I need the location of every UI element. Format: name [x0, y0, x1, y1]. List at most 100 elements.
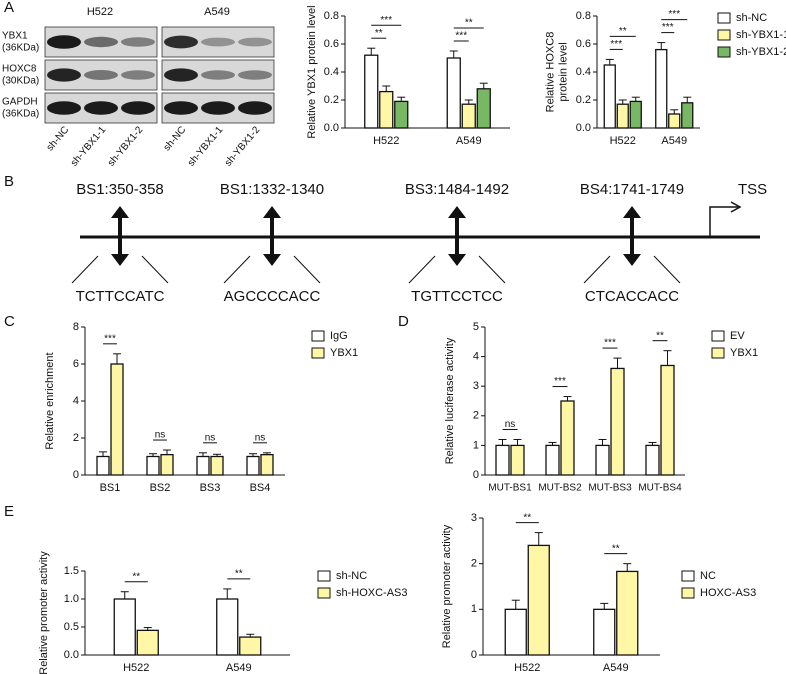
- legend-swatch: [717, 29, 731, 41]
- blot-band: [47, 68, 81, 82]
- y-tick-label: 5: [473, 321, 479, 333]
- row-label: (30KDa): [2, 76, 39, 87]
- significance-label: ***: [662, 22, 674, 33]
- x-tick-label: BS2: [150, 482, 171, 494]
- bar: [364, 54, 379, 129]
- significance-label: **: [132, 571, 140, 582]
- x-tick-label: BS1: [100, 482, 121, 494]
- y-axis-label: Relative HOXC8: [544, 32, 556, 113]
- y-tick-label: 0.2: [324, 94, 339, 106]
- bar: [246, 455, 260, 476]
- y-tick-label: 0.6: [324, 38, 339, 50]
- bar: [560, 400, 575, 476]
- blot-band: [121, 37, 155, 47]
- x-tick-label: BS3: [200, 482, 221, 494]
- bar: [260, 453, 274, 476]
- x-tick-label: H522: [610, 135, 636, 147]
- y-tick-label: 0: [471, 649, 477, 661]
- significance-label: ns: [205, 432, 216, 443]
- row-label: (36KDa): [2, 109, 39, 120]
- significance-label: **: [656, 330, 664, 341]
- panel-label: D: [398, 313, 409, 330]
- x-tick-label: MUT-BS1: [488, 483, 532, 494]
- site-sequence: CTCACCACC: [585, 288, 679, 305]
- y-tick-label: 1: [471, 603, 477, 615]
- y-axis-label: Relative promoter activity: [441, 524, 453, 648]
- x-tick-label: MUT-BS3: [588, 483, 632, 494]
- legend-swatch: [317, 570, 331, 582]
- blot-band: [238, 70, 272, 80]
- y-tick-label: 2: [471, 558, 477, 570]
- arrow-head: [111, 254, 129, 266]
- significance-label: ns: [155, 430, 166, 441]
- bar: [629, 100, 642, 129]
- legend-label: sh-NC: [336, 570, 367, 582]
- bar: [504, 608, 527, 656]
- site-line: [653, 255, 681, 284]
- legend-label: sh-HOXC-AS3: [336, 587, 408, 599]
- legend-label: IgG: [330, 330, 348, 342]
- blot-band: [121, 70, 155, 80]
- y-tick-label: 4: [73, 395, 79, 407]
- bar: [545, 444, 560, 476]
- blot-band: [201, 37, 235, 47]
- blot-band: [164, 35, 198, 49]
- site-label: BS4:1741-1749: [580, 181, 684, 198]
- lane-label: sh-NC: [45, 125, 72, 154]
- panel-label: C: [4, 313, 15, 330]
- y-tick-label: 1.5: [64, 565, 79, 577]
- legend-label: EV: [730, 330, 745, 342]
- bar: [595, 444, 610, 476]
- significance-label: ***: [455, 31, 467, 42]
- site-line: [223, 255, 251, 284]
- legend-label: YBX1: [730, 347, 758, 359]
- significance-label: **: [375, 28, 383, 39]
- significance-label: **: [619, 26, 627, 37]
- panel-label: B: [4, 173, 14, 190]
- lane-label: sh-YBX1-2: [223, 124, 263, 168]
- arrow-head: [263, 206, 281, 218]
- bar: [136, 629, 159, 656]
- blot-band: [84, 101, 118, 115]
- legend-swatch: [711, 330, 725, 342]
- bar: [113, 598, 136, 656]
- bar: [616, 570, 639, 656]
- site-sequence: AGCCCCACC: [224, 288, 321, 305]
- significance-label: **: [235, 569, 243, 580]
- bar: [96, 455, 110, 476]
- blot-band: [164, 68, 198, 82]
- y-tick-label: 0.4: [324, 66, 339, 78]
- bar: [160, 453, 174, 476]
- arrow-head: [623, 206, 641, 218]
- blot-band: [201, 101, 235, 115]
- significance-label: ***: [554, 376, 566, 387]
- row-label: HOXC8: [2, 64, 37, 75]
- significance-label: ns: [255, 432, 266, 443]
- y-tick-label: 0.0: [64, 649, 79, 661]
- bar: [216, 598, 239, 656]
- y-tick-label: 2: [73, 432, 79, 444]
- legend-swatch: [681, 587, 695, 599]
- y-tick-label: 0.6: [576, 38, 591, 50]
- bar: [210, 455, 224, 476]
- bar: [645, 444, 660, 476]
- tss-arrow-head: [730, 201, 742, 213]
- y-tick-label: 2: [473, 410, 479, 422]
- blot-band: [84, 36, 118, 48]
- arrow-head: [623, 254, 641, 266]
- legend-label: sh-YBX1-2: [736, 46, 786, 58]
- y-axis-label: Relative luciferase activity: [444, 337, 456, 464]
- site-line: [293, 255, 321, 284]
- y-tick-label: 3: [471, 512, 477, 524]
- legend-swatch: [717, 46, 731, 58]
- bar: [196, 455, 210, 476]
- bar: [495, 444, 510, 476]
- panel-label: E: [4, 503, 14, 520]
- y-tick-label: 4: [473, 351, 479, 363]
- significance-label: **: [465, 18, 473, 29]
- bar: [146, 455, 160, 476]
- blot-band: [47, 35, 81, 49]
- legend-label: HOXC-AS3: [700, 587, 756, 599]
- bar: [379, 90, 394, 129]
- site-label: BS1:1332-1340: [220, 181, 324, 198]
